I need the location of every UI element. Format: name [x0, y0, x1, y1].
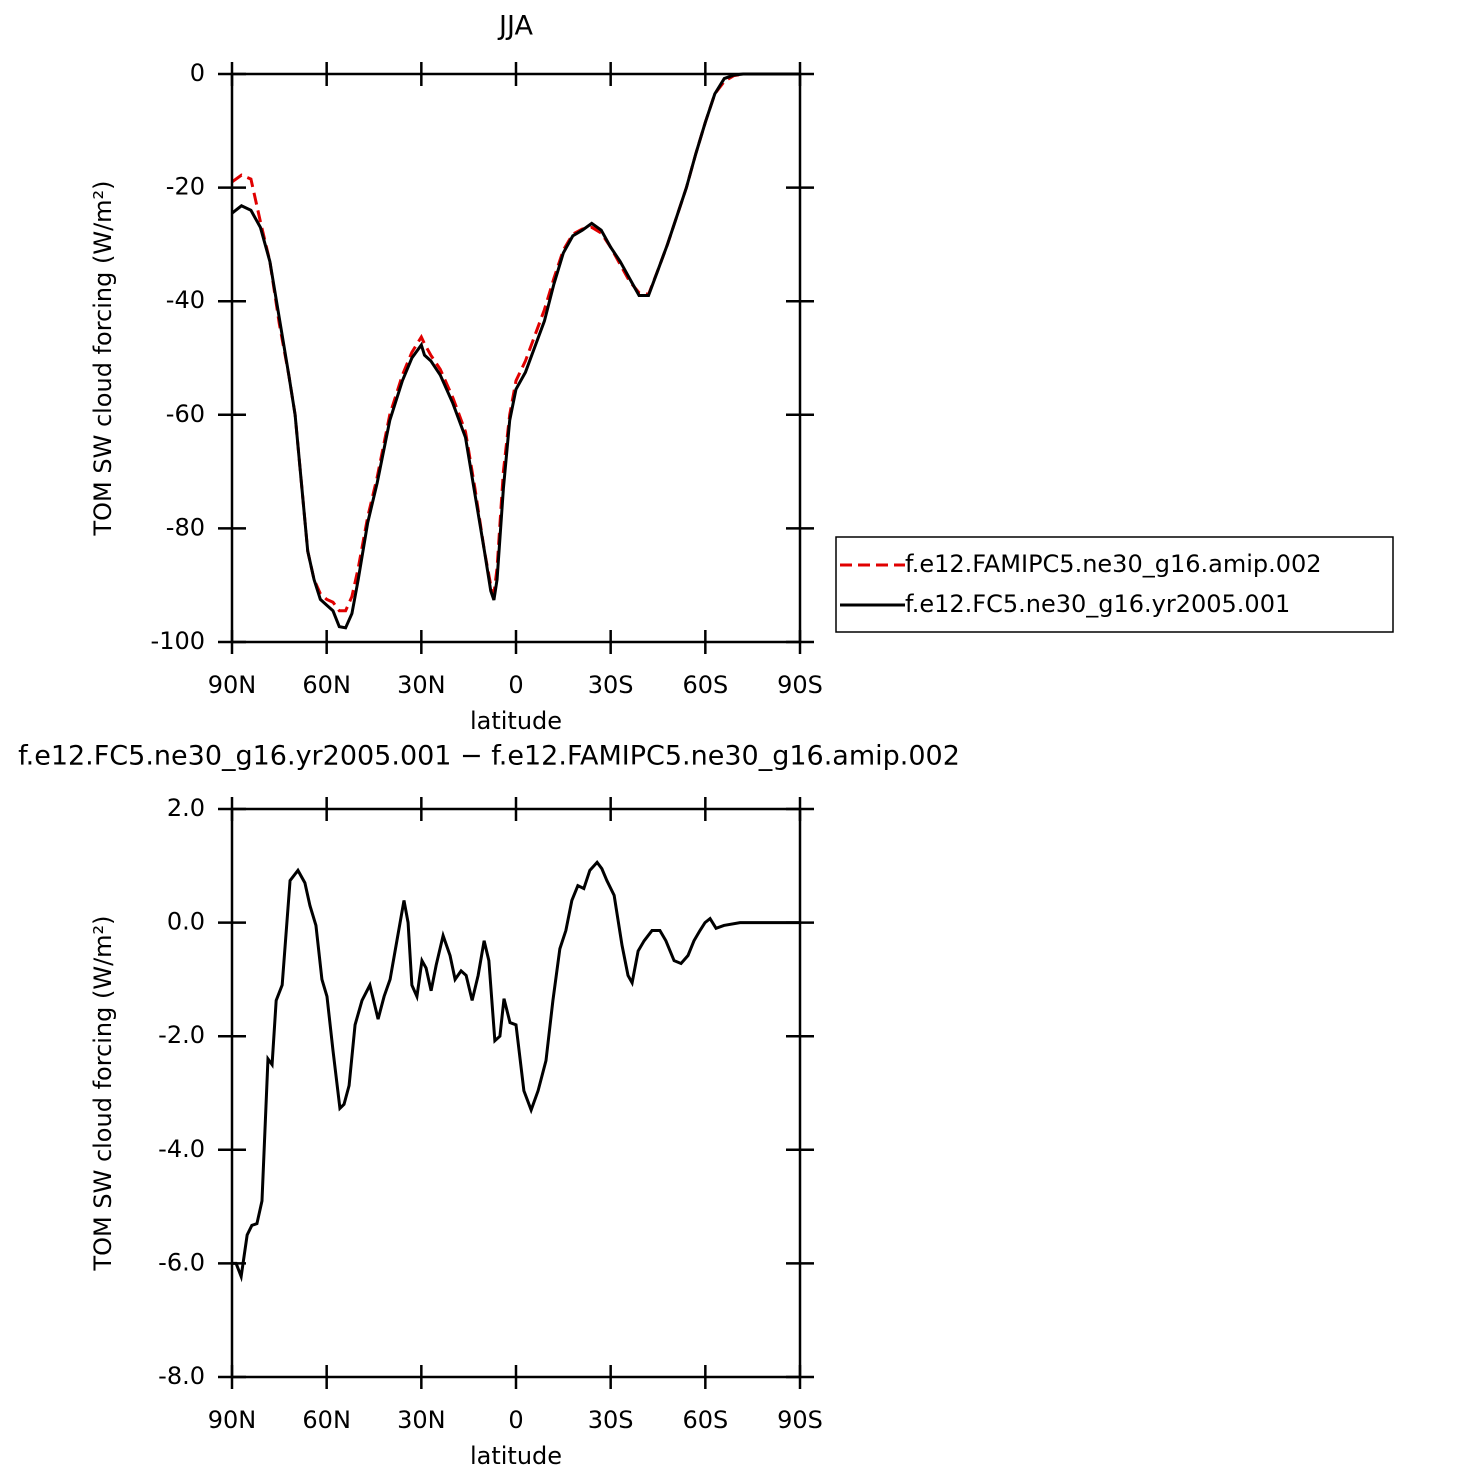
data-line: [232, 860, 800, 1283]
data-line: [231, 72, 800, 630]
y-tick-label: 2.0: [167, 794, 205, 822]
x-tick-label: 60N: [302, 1406, 351, 1434]
y-axis-label: TOM SW cloud forcing (W/m²): [89, 915, 117, 1271]
x-tick-label: 30S: [588, 1406, 634, 1434]
x-tick-label: 90S: [777, 1406, 823, 1434]
x-axis-label: latitude: [470, 1442, 562, 1470]
x-tick-label: 90N: [208, 671, 257, 699]
plot-frame: [230, 72, 802, 644]
legend-label: f.e12.FC5.ne30_g16.yr2005.001: [905, 590, 1290, 618]
y-axis-label: TOM SW cloud forcing (W/m²): [89, 180, 117, 536]
x-tick-label: 0: [508, 671, 523, 699]
y-tick-label: -2.0: [158, 1021, 205, 1049]
y-tick-label: 0: [190, 59, 205, 87]
y-tick-label: -4.0: [158, 1135, 205, 1163]
x-tick-label: 30N: [397, 671, 446, 699]
x-tick-label: 30N: [397, 1406, 446, 1434]
plot-frame: [230, 807, 802, 1379]
x-tick-label: 60N: [302, 671, 351, 699]
y-tick-label: -8.0: [158, 1362, 205, 1390]
x-tick-label: 90N: [208, 1406, 257, 1434]
x-tick-label: 0: [508, 1406, 523, 1434]
x-axis-label: latitude: [470, 707, 562, 735]
legend-label: f.e12.FAMIPC5.ne30_g16.amip.002: [905, 550, 1322, 578]
y-tick-label: -100: [151, 627, 205, 655]
x-tick-label: 30S: [588, 671, 634, 699]
x-tick-label: 60S: [682, 1406, 728, 1434]
y-tick-label: 0.0: [167, 908, 205, 936]
data-line: [231, 72, 800, 613]
y-tick-label: -20: [166, 173, 205, 201]
x-tick-label: 90S: [777, 671, 823, 699]
y-tick-label: -80: [166, 513, 205, 541]
chart-title: JJA: [497, 11, 533, 42]
y-tick-label: -40: [166, 286, 205, 314]
y-tick-label: -60: [166, 400, 205, 428]
legend-box: [835, 536, 1394, 633]
x-tick-label: 60S: [682, 671, 728, 699]
chart-title: f.e12.FC5.ne30_g16.yr2005.001 − f.e12.FA…: [18, 741, 960, 772]
y-tick-label: -6.0: [158, 1248, 205, 1276]
